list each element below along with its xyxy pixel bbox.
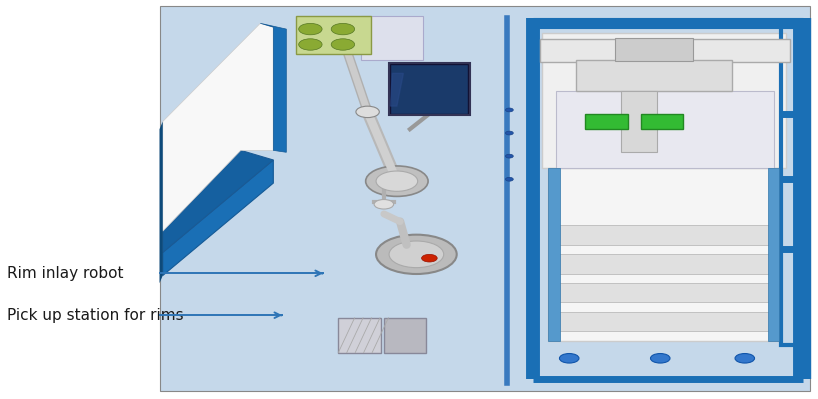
Polygon shape: [390, 73, 403, 106]
Circle shape: [299, 24, 322, 35]
Circle shape: [506, 108, 513, 112]
Bar: [540, 39, 790, 62]
Bar: [780, 25, 800, 345]
Bar: [558, 283, 771, 302]
Polygon shape: [163, 160, 273, 275]
Circle shape: [560, 354, 579, 363]
Circle shape: [376, 171, 418, 192]
Bar: [556, 91, 774, 168]
Bar: [558, 312, 771, 331]
Circle shape: [650, 354, 670, 363]
Bar: [542, 33, 786, 168]
Bar: [576, 60, 732, 91]
Bar: [390, 64, 469, 114]
Circle shape: [506, 177, 513, 181]
Bar: [389, 63, 470, 115]
Bar: [548, 168, 560, 341]
Text: Pick up station for rims: Pick up station for rims: [7, 308, 183, 323]
Bar: [296, 16, 371, 54]
Circle shape: [506, 131, 513, 135]
Bar: [767, 168, 780, 341]
Circle shape: [366, 166, 428, 196]
Circle shape: [735, 354, 754, 363]
Circle shape: [506, 154, 513, 158]
Circle shape: [331, 24, 355, 35]
Bar: [361, 16, 423, 60]
Circle shape: [376, 235, 456, 274]
Circle shape: [331, 39, 355, 50]
Bar: [339, 318, 380, 353]
Polygon shape: [163, 150, 273, 253]
Circle shape: [389, 241, 443, 268]
Bar: [558, 225, 771, 245]
Bar: [621, 91, 657, 152]
Bar: [640, 114, 683, 129]
Circle shape: [299, 39, 322, 50]
Bar: [548, 168, 780, 341]
Bar: [586, 114, 627, 129]
Bar: [160, 6, 810, 391]
Bar: [384, 318, 426, 353]
Polygon shape: [260, 23, 286, 152]
Polygon shape: [163, 23, 273, 231]
Text: Rim inlay robot: Rim inlay robot: [7, 266, 123, 281]
Bar: [558, 254, 771, 274]
Circle shape: [374, 200, 393, 209]
Circle shape: [356, 106, 380, 118]
Polygon shape: [160, 121, 163, 283]
Bar: [615, 38, 693, 61]
Circle shape: [421, 255, 437, 262]
